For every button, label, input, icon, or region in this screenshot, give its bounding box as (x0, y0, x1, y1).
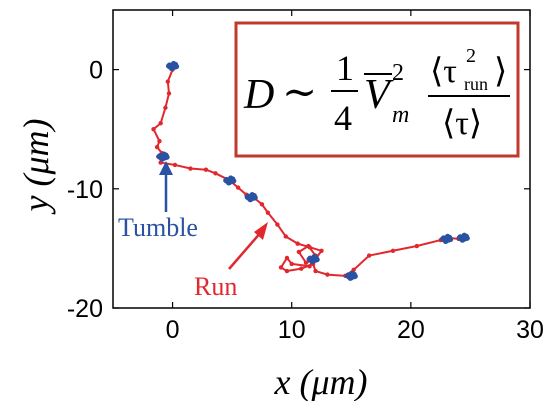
eq-num-sup: 2 (466, 45, 476, 67)
tumble-point (156, 154, 162, 160)
tumble-point (160, 156, 166, 162)
tumble-point (231, 178, 237, 184)
tumble-point (252, 195, 258, 201)
run-point (165, 79, 171, 84)
run-point (259, 202, 265, 207)
run-point (299, 266, 304, 271)
x-tick-label: 20 (397, 316, 425, 344)
equation: D ∼ 1 4 V 2 m ⟨τ 2 run ⟩ ⟨τ⟩ (243, 45, 510, 142)
tumble-point (227, 179, 233, 186)
tumble-point (348, 275, 354, 281)
eq-num-sub: run (464, 74, 488, 94)
run-point (265, 210, 271, 215)
y-tick-label: -10 (67, 176, 103, 204)
eq-v-sup: 2 (392, 60, 404, 86)
run-point (319, 248, 324, 253)
run-point (203, 167, 209, 172)
x-axis-label: x (μm) (273, 362, 367, 401)
tumble-point (444, 238, 450, 244)
tumble-point (164, 154, 170, 160)
tumble-point (456, 235, 462, 241)
run-point (157, 138, 162, 144)
tumble-point (173, 63, 180, 70)
tumble-point (448, 236, 454, 242)
y-tick-label: 0 (89, 57, 103, 85)
eq-sim: ∼ (282, 70, 317, 116)
eq-num-close: ⟩ (494, 53, 507, 90)
tumble-point (310, 258, 316, 264)
x-tick-label: 0 (166, 316, 180, 344)
tumble-point (352, 273, 358, 279)
run-arrow (228, 230, 263, 270)
eq-lhs: D (243, 72, 274, 118)
run-point (158, 121, 163, 126)
tumble-arrowhead (159, 161, 173, 175)
run-point (325, 272, 330, 277)
eq-coef-num: 1 (336, 48, 354, 88)
run-point (278, 265, 284, 270)
tumble-label: Tumble (118, 213, 198, 242)
run-point (235, 185, 241, 190)
run-point (390, 248, 396, 253)
run-point (154, 144, 160, 150)
run-point (163, 105, 168, 110)
run-arrowhead (254, 222, 268, 240)
eq-den: ⟨τ⟩ (442, 105, 482, 142)
run-point (284, 268, 290, 274)
tumble-point (344, 273, 350, 279)
run-point (275, 222, 280, 227)
tumble-point (165, 63, 172, 69)
tumble-clusters (156, 60, 470, 281)
run-label: Run (194, 272, 237, 301)
run-point (295, 241, 300, 246)
tumble-point (169, 65, 176, 71)
run-point (414, 243, 420, 249)
tumble-point (306, 256, 312, 262)
run-point (283, 234, 288, 239)
plot-frame (112, 9, 531, 309)
run-point (213, 171, 218, 176)
eq-v: V (364, 72, 394, 118)
tumble-point (314, 257, 320, 263)
tumble-point (440, 236, 446, 242)
eq-coef-den: 4 (334, 98, 352, 138)
run-point (166, 91, 172, 96)
run-point (306, 243, 311, 249)
run-point (289, 261, 294, 267)
y-tick-label: -20 (67, 295, 103, 323)
run-point (303, 260, 309, 265)
eq-num: ⟨τ (430, 53, 457, 90)
tumble-point (244, 194, 250, 200)
equation-box (234, 21, 520, 158)
tumble-point (223, 177, 229, 184)
y-axis-label: y (μm) (16, 118, 56, 214)
run-point (366, 253, 372, 258)
run-point (307, 264, 312, 269)
tumble-point (460, 237, 466, 243)
run-point (151, 127, 156, 132)
run-point (188, 166, 193, 171)
x-tick-label: 10 (278, 316, 306, 344)
run-point (284, 255, 290, 261)
axis-ticks: 0 10 20 30 0 -10 -20 (67, 10, 544, 344)
run-point (313, 268, 318, 274)
tumble-point (248, 196, 254, 202)
run-point (296, 249, 302, 255)
x-tick-label: 30 (516, 316, 544, 344)
run-point (172, 162, 178, 168)
eq-v-sub: m (392, 102, 409, 128)
tumble-point (464, 235, 470, 241)
